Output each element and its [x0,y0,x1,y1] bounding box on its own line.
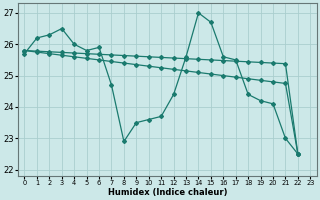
X-axis label: Humidex (Indice chaleur): Humidex (Indice chaleur) [108,188,227,197]
